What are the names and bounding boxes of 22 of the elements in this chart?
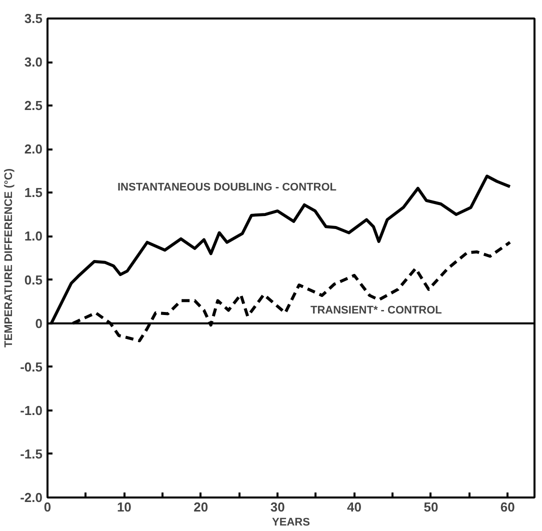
x-tick-label: 50: [424, 500, 438, 514]
x-tick-label: 60: [500, 500, 515, 514]
y-tick-label: -1.5: [20, 446, 43, 462]
y-tick-label: 0: [35, 316, 43, 331]
x-tick-label: 40: [347, 500, 362, 514]
y-tick-label: 0.5: [24, 272, 43, 288]
y-tick-label: 2.0: [24, 142, 43, 157]
y-tick-label: 1.5: [24, 185, 43, 200]
y-tick-label: -0.5: [20, 359, 43, 374]
x-axis-title: YEARS: [272, 516, 310, 528]
x-tick-label: 10: [116, 500, 132, 514]
y-tick-label: 2.5: [24, 98, 43, 114]
y-axis-title: TEMPERATURE DIFFERENCE (°C): [3, 168, 16, 348]
y-tick-label: 3.0: [24, 54, 43, 70]
y-tick-label: 3.5: [24, 11, 43, 26]
y-tick-label: -1.0: [20, 402, 43, 418]
annotation: INSTANTANEOUS DOUBLING - CONTROL: [118, 182, 337, 194]
y-tick-label: -2.0: [20, 490, 43, 505]
x-tick-label: 30: [270, 500, 285, 514]
annotation: TRANSIENT* - CONTROL: [310, 304, 442, 316]
y-tick-label: 1.0: [24, 228, 43, 244]
x-tick-label: 20: [194, 500, 208, 514]
